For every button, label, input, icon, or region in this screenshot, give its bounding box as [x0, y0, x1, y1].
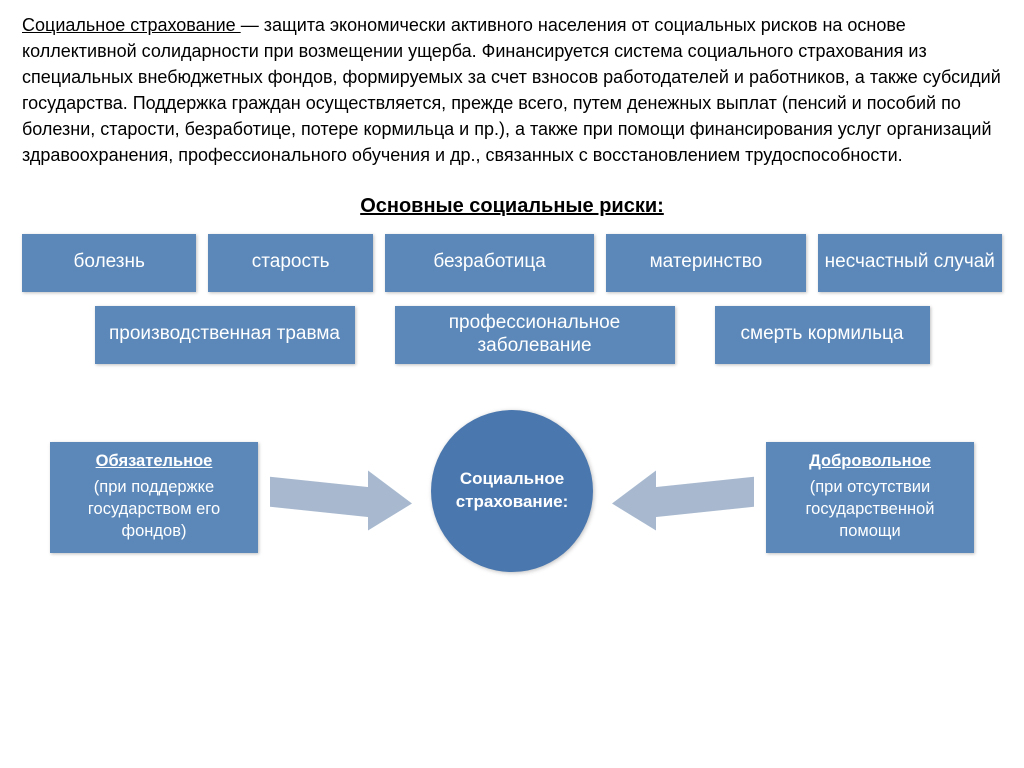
voluntary-box: Добровольное (при отсутствии государстве…: [766, 442, 974, 553]
risks-subtitle: Основные социальные риски:: [22, 195, 1002, 218]
intro-rest: — защита экономически активного населени…: [22, 15, 1001, 165]
risk-box: материнство: [606, 234, 805, 292]
center-circle: Социальное страхование:: [431, 410, 593, 572]
arrow-left-icon: [270, 460, 420, 520]
intro-term: Социальное страхование: [22, 15, 241, 35]
risks-row-1: болезнь старость безработица материнство…: [22, 234, 1002, 292]
risk-box: болезнь: [22, 234, 196, 292]
center-circle-label: Социальное страхование:: [431, 469, 593, 513]
arrow-right-icon: [604, 460, 754, 520]
bottom-diagram: Обязательное (при поддержке государством…: [22, 414, 1002, 594]
risk-box: производственная травма: [95, 306, 355, 364]
risk-box: смерть кормильца: [715, 306, 930, 364]
risks-row-2: производственная травма профессиональное…: [22, 306, 1002, 364]
risk-box: старость: [208, 234, 372, 292]
mandatory-sub: (при поддержке государством его фондов): [88, 478, 220, 541]
intro-paragraph: Социальное страхование — защита экономич…: [22, 12, 1002, 169]
mandatory-box: Обязательное (при поддержке государством…: [50, 442, 258, 553]
mandatory-title: Обязательное: [58, 450, 250, 472]
risk-box: несчастный случай: [818, 234, 1002, 292]
voluntary-title: Добровольное: [774, 450, 966, 472]
voluntary-sub: (при отсутствии государственной помощи: [806, 478, 935, 541]
risk-box: профессиональное заболевание: [395, 306, 675, 364]
risk-box: безработица: [385, 234, 594, 292]
